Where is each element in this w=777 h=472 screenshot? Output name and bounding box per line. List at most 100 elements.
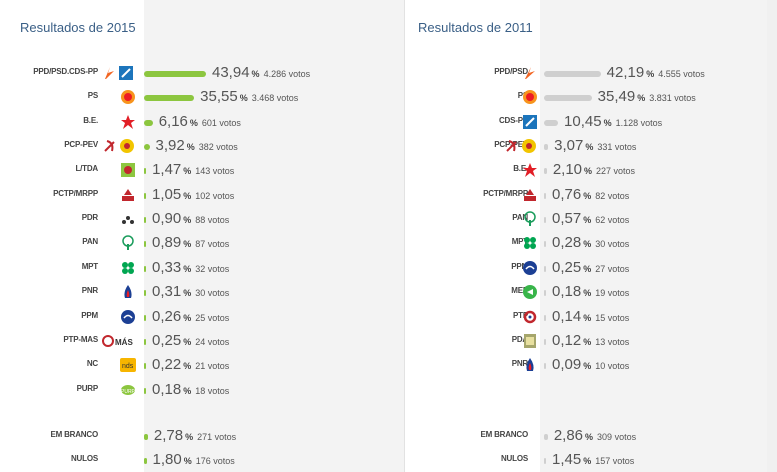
percent-symbol: % [183, 456, 192, 466]
left-panel-background [144, 0, 404, 472]
party-row: PNR 0,31% 30 votos [0, 282, 404, 304]
result-bar [544, 71, 601, 77]
percentage-value: 0,18 [152, 380, 182, 398]
percent-symbol: % [251, 69, 260, 79]
party-row: PCTP/MRPP 1,05% 102 votos [0, 185, 404, 207]
percentage-value: 2,86 [553, 427, 584, 444]
result-percentage: 0,33% 32 votos [152, 259, 229, 276]
vote-count: 32 votos [195, 263, 230, 274]
scrollbar-track[interactable] [767, 0, 777, 472]
party-row: PPM 0,26% 25 votos [0, 307, 404, 329]
party-name: PNR [81, 286, 98, 296]
result-percentage: 0,14% 15 votos [552, 308, 629, 325]
column-divider [404, 0, 405, 472]
result-percentage: 1,05% 102 votos [152, 186, 234, 203]
result-bar [144, 363, 146, 370]
result-percentage: 3,07% 331 votos [554, 137, 636, 154]
party-name: PDA [511, 334, 528, 344]
vote-count: 601 votos [201, 117, 241, 128]
party-name: MPT [511, 237, 528, 247]
results-2011-title: Resultados de 2011 [418, 20, 533, 35]
result-bar [544, 144, 549, 151]
party-row: L/TDA 1,47% 143 votos [0, 160, 404, 182]
percentage-value: 3,92 [155, 137, 185, 155]
result-bar [544, 338, 546, 345]
percent-symbol: % [583, 456, 592, 466]
result-bar [144, 144, 150, 151]
percentage-value: 0,76 [552, 185, 582, 203]
right-panel-background [540, 0, 767, 472]
percentage-value: 2,10 [552, 161, 583, 179]
vote-count: 19 votos [595, 288, 630, 299]
pcp-pev-logo-icon [102, 138, 136, 154]
party-name: PPM [511, 261, 528, 271]
percentage-value: 0,09 [552, 356, 582, 374]
result-percentage: 0,57% 62 votos [552, 210, 629, 227]
vote-count: 1.128 votos [615, 117, 663, 128]
party-row: PS 35,49% 3.831 votos [404, 87, 767, 109]
party-row: PCP-PEV 3,92% 382 votos [0, 136, 404, 158]
percentage-value: 0,26 [152, 307, 182, 325]
vote-count: 102 votos [195, 190, 235, 201]
party-row: PDR 0,90% 88 votos [0, 209, 404, 231]
party-name: CDS-PP [498, 115, 528, 125]
party-name: PNR [511, 359, 528, 369]
party-row: PPD/PSD 42,19% 4.555 votos [404, 63, 767, 85]
percent-symbol: % [183, 263, 192, 274]
result-percentage: 43,94% 4.286 votos [212, 64, 310, 81]
nc-logo-icon: nds [120, 357, 136, 373]
result-percentage: 0,18% 18 votos [152, 381, 229, 398]
vote-count: 143 votos [195, 166, 235, 177]
percent-symbol: % [585, 432, 594, 442]
party-name: PPD/PSD.CDS-PP [33, 67, 98, 76]
party-name: NULOS [70, 454, 98, 463]
result-percentage: 2,86% 309 votos [554, 427, 636, 444]
percentage-value: 10,45 [564, 112, 602, 130]
percent-symbol: % [584, 166, 593, 177]
result-percentage: 1,47% 143 votos [152, 161, 234, 178]
ppm-logo-icon [522, 260, 538, 276]
result-percentage: 1,80% 176 votos [153, 451, 235, 468]
svg-text:MÁS: MÁS [115, 338, 133, 347]
percent-symbol: % [183, 190, 192, 201]
party-row: NC nds 0,22% 21 votos [0, 355, 404, 377]
result-percentage: 35,55% 3.468 votos [200, 88, 298, 105]
percentage-value: 0,33 [152, 258, 182, 276]
result-bar [144, 241, 146, 248]
party-name: L/TDA [75, 164, 98, 174]
percent-symbol: % [239, 93, 248, 104]
result-bar [144, 119, 153, 126]
result-percentage: 2,10% 227 votos [553, 161, 635, 178]
result-bar [144, 168, 147, 175]
result-percentage: 10,45% 1.128 votos [564, 113, 662, 130]
vote-count: 382 votos [198, 142, 238, 153]
results-2015-panel: Resultados de 2015 PPD/PSD.CDS-PP 43,94% 4… [0, 20, 404, 468]
be-star-icon [120, 114, 136, 130]
percentage-value: 1,05 [152, 185, 182, 203]
party-row: PAN 0,57% 62 votos [404, 209, 767, 231]
party-row: MPT 0,28% 30 votos [404, 233, 767, 255]
party-row: B.E. 2,10% 227 votos [404, 160, 767, 182]
percent-symbol: % [183, 336, 192, 347]
vote-count: 87 votos [195, 239, 230, 250]
result-bar [144, 338, 146, 345]
party-name: PPD/PSD [494, 67, 528, 76]
percentage-value: 1,80 [152, 451, 182, 468]
result-bar [544, 265, 546, 272]
party-name: PTP-MAS [63, 334, 98, 344]
result-percentage: 42,19% 4.555 votos [607, 64, 705, 81]
party-name: PCP-PEV [494, 140, 528, 150]
percentage-value: 0,31 [152, 283, 182, 301]
purp-logo-icon: PURP [120, 382, 136, 398]
pctp-logo-icon [120, 187, 136, 203]
result-percentage: 6,16% 601 votos [159, 113, 241, 130]
party-name: EM BRANCO [480, 430, 528, 439]
result-percentage: 3,92% 382 votos [156, 137, 238, 154]
result-percentage: 0,22% 21 votos [152, 356, 229, 373]
party-row: CDS-PP 10,45% 1.128 votos [404, 112, 767, 134]
party-name: PAN [512, 213, 528, 223]
percent-symbol: % [183, 166, 192, 177]
percentage-value: 0,12 [552, 331, 582, 349]
result-bar [544, 168, 547, 175]
result-bar [544, 192, 546, 199]
